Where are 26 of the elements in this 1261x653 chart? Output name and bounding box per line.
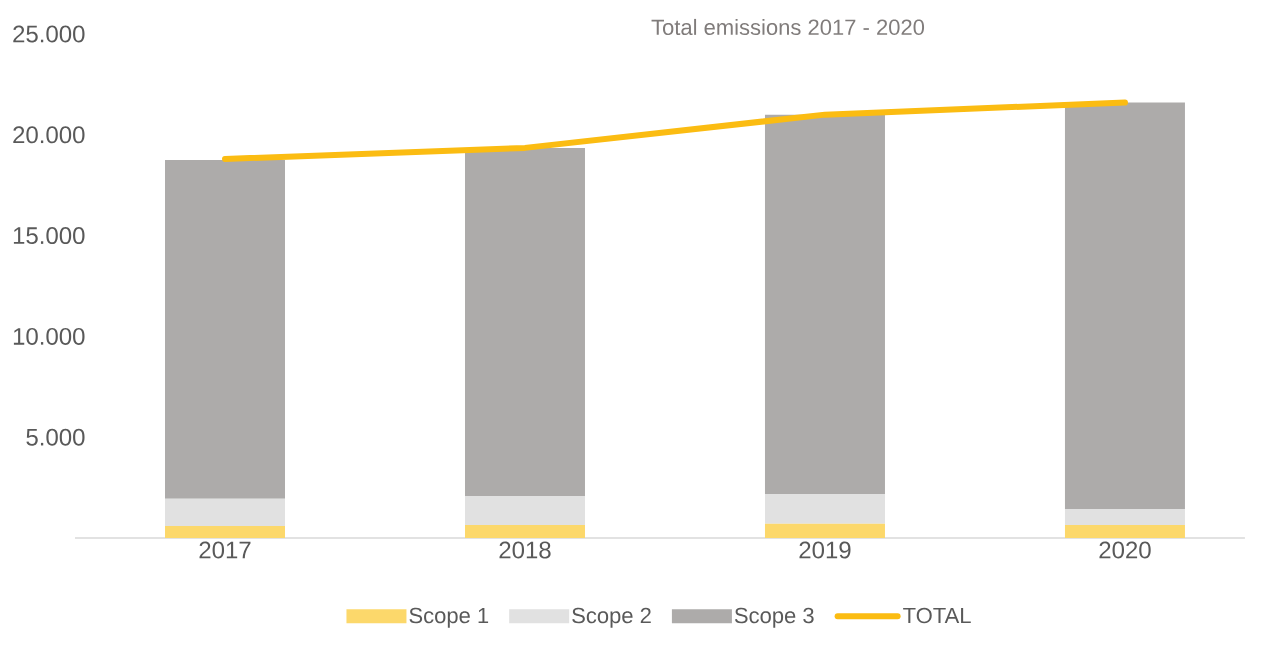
x-tick-label: 2019 [799,541,851,559]
chart-title: Total emissions 2017 - 2020 [651,18,925,36]
legend-label: Scope 2 [572,607,651,628]
bar [464,147,585,497]
bar [1064,102,1185,509]
bar [764,114,885,495]
legend-label: TOTAL [903,607,971,624]
y-tick-label: 25.000 [13,25,85,43]
bar [165,525,285,538]
bar [464,524,585,538]
y-tick-label: 5.000 [26,428,85,446]
x-tick-label: 2020 [1099,541,1151,559]
bar [464,496,585,525]
x-tick-label: 2018 [499,541,551,559]
bar [165,159,285,499]
bar [1064,508,1185,525]
bar [165,498,285,526]
bar [1064,524,1185,538]
bar [764,494,885,524]
y-tick-label: 20.000 [13,126,85,144]
legend-label: Scope 1 [409,607,489,628]
bar [764,523,885,538]
x-tick-label: 2017 [199,541,251,559]
legend-label: Scope 3 [734,607,814,628]
y-tick-label: 10.000 [13,327,85,345]
y-tick-label: 15.000 [13,227,85,245]
